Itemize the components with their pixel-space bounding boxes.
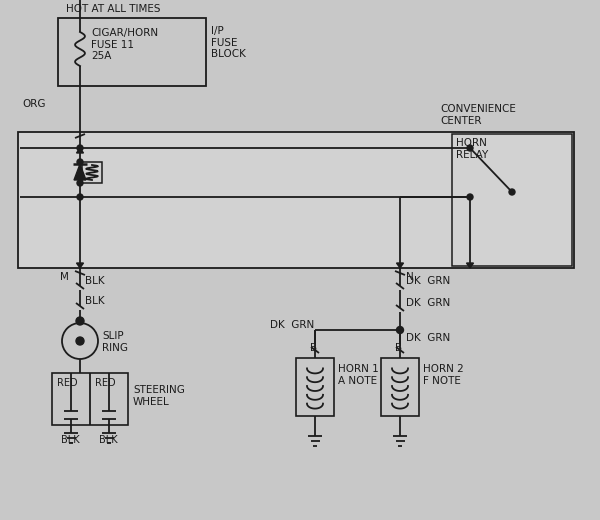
Bar: [58, 18, 206, 86]
Circle shape: [509, 189, 515, 195]
Text: BLK: BLK: [85, 296, 104, 306]
Circle shape: [62, 323, 98, 359]
Circle shape: [77, 180, 83, 186]
Text: BLK: BLK: [61, 435, 80, 445]
Text: DK  GRN: DK GRN: [270, 320, 314, 330]
Text: DK  GRN: DK GRN: [406, 298, 450, 308]
Text: HORN 2
F NOTE: HORN 2 F NOTE: [423, 364, 464, 386]
Bar: [296, 358, 334, 416]
Circle shape: [77, 194, 83, 200]
Circle shape: [397, 327, 404, 333]
Text: STEERING
WHEEL: STEERING WHEEL: [133, 385, 185, 407]
Bar: [82, 162, 102, 183]
Text: RED: RED: [57, 378, 77, 388]
Text: RED: RED: [95, 378, 116, 388]
Text: CIGAR/HORN
FUSE 11
25A: CIGAR/HORN FUSE 11 25A: [91, 28, 158, 61]
Polygon shape: [397, 263, 404, 268]
Circle shape: [467, 194, 473, 200]
Polygon shape: [77, 148, 83, 153]
Bar: [52, 373, 128, 425]
Text: B: B: [395, 343, 402, 353]
Bar: [381, 358, 419, 416]
Text: DK  GRN: DK GRN: [406, 276, 450, 286]
Bar: [452, 134, 572, 266]
Text: HOT AT ALL TIMES: HOT AT ALL TIMES: [66, 4, 161, 14]
Polygon shape: [467, 263, 473, 268]
Circle shape: [77, 145, 83, 151]
Circle shape: [76, 317, 84, 325]
Bar: [18, 132, 574, 268]
Text: N: N: [406, 272, 414, 282]
Text: B: B: [310, 343, 317, 353]
Text: M: M: [60, 272, 69, 282]
Circle shape: [467, 145, 473, 151]
Text: BLK: BLK: [85, 276, 104, 286]
Text: HORN
RELAY: HORN RELAY: [456, 138, 488, 160]
Circle shape: [76, 337, 84, 345]
Text: SLIP
RING: SLIP RING: [102, 331, 128, 353]
Text: DK  GRN: DK GRN: [406, 333, 450, 343]
Text: BLK: BLK: [99, 435, 118, 445]
Polygon shape: [77, 263, 83, 268]
Text: I/P
FUSE
BLOCK: I/P FUSE BLOCK: [211, 26, 246, 59]
Polygon shape: [74, 164, 86, 180]
Text: CONVENIENCE
CENTER: CONVENIENCE CENTER: [440, 104, 516, 126]
Text: HORN 1
A NOTE: HORN 1 A NOTE: [338, 364, 379, 386]
Circle shape: [77, 159, 83, 165]
Text: ORG: ORG: [22, 99, 46, 109]
